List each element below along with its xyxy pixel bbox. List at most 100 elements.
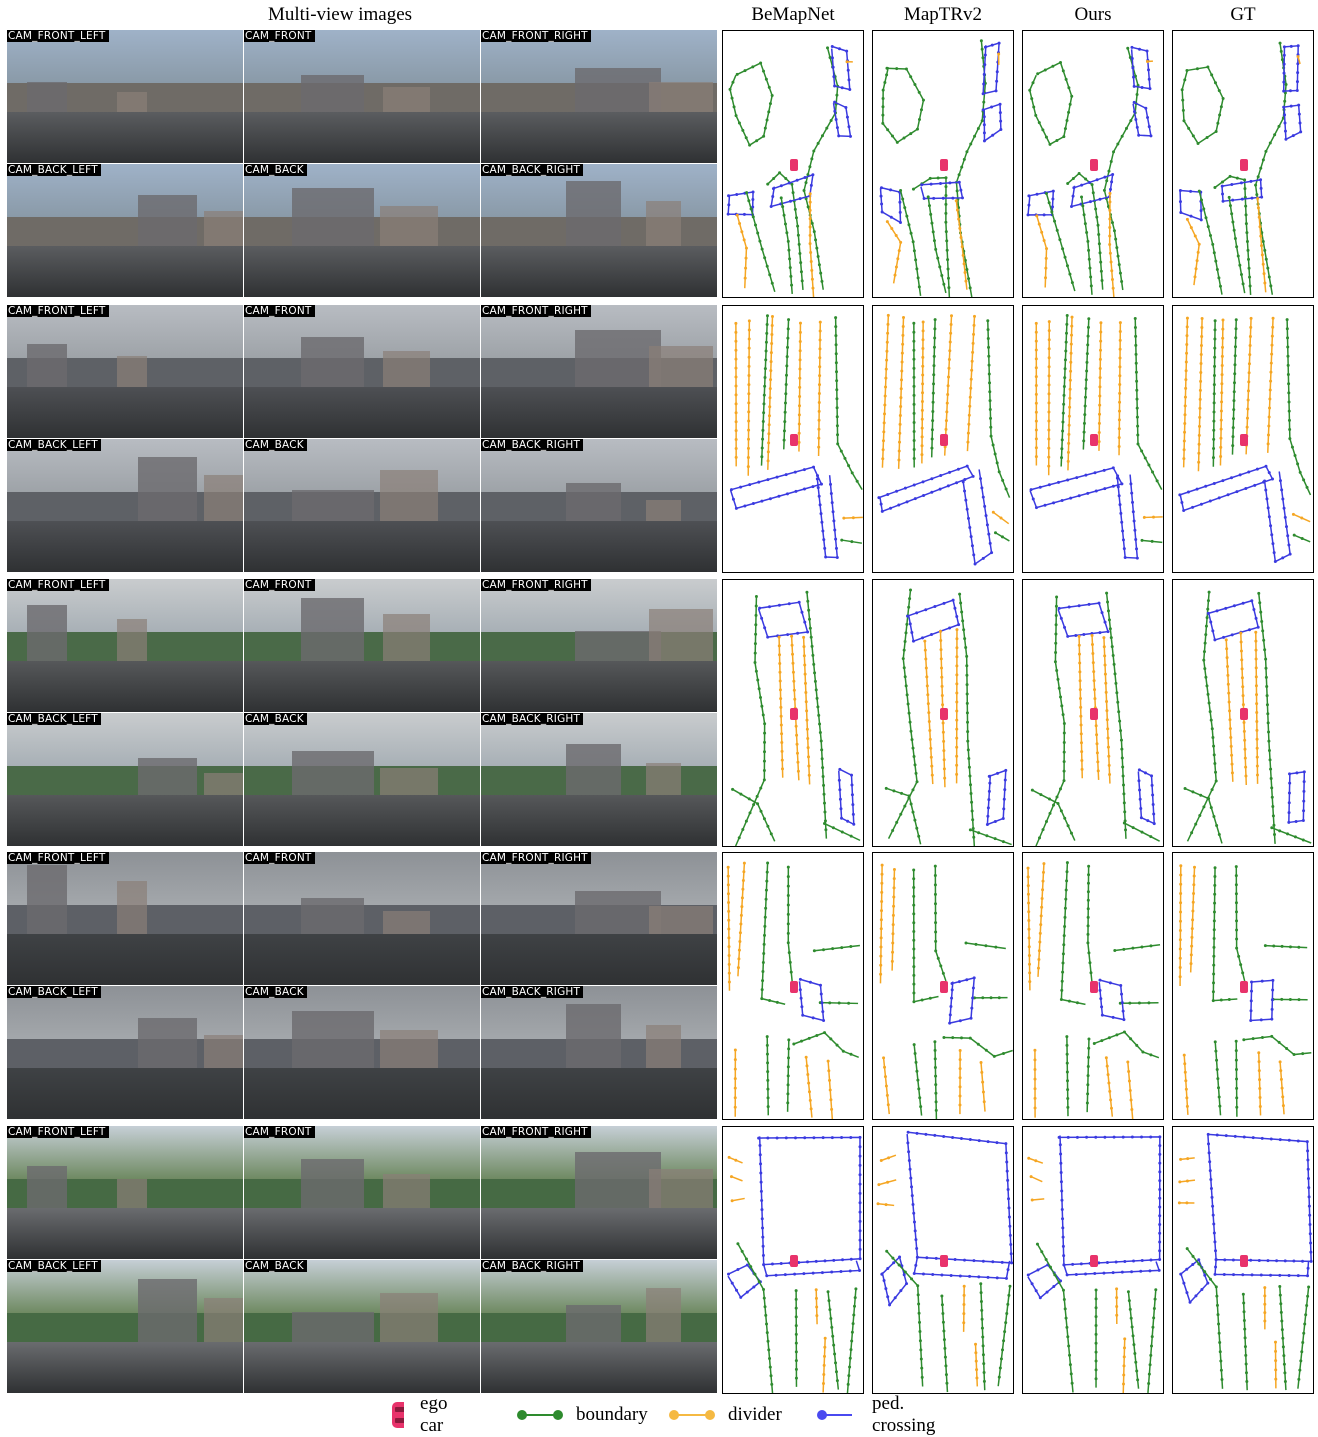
vertex-point — [1053, 220, 1056, 223]
vertex-point — [1235, 245, 1238, 248]
vertex-point — [1134, 326, 1137, 329]
vertex-point — [987, 328, 990, 331]
vertex-point — [1149, 1354, 1152, 1357]
vertex-point — [884, 395, 887, 398]
vertex-point — [1042, 880, 1045, 883]
vertex-point — [1263, 249, 1266, 252]
vertex-point — [912, 240, 915, 243]
vertex-point — [1134, 1361, 1137, 1364]
vertex-point — [1196, 259, 1199, 262]
vertex-point — [1099, 989, 1102, 992]
vertex-point — [1285, 525, 1288, 528]
vertex-point — [1006, 1179, 1009, 1182]
camera-image: CAM_FRONT_RIGHT — [481, 305, 717, 438]
vertex-point — [919, 1105, 922, 1108]
vertex-point — [1037, 1268, 1040, 1271]
vertex-point — [784, 223, 787, 226]
vertex-point — [912, 358, 915, 361]
vertex-point — [1081, 204, 1084, 207]
vertex-point — [1271, 998, 1274, 1001]
vertex-point — [1200, 353, 1203, 356]
vertex-point — [838, 768, 841, 771]
vertex-point — [1240, 649, 1243, 652]
vertex-point — [942, 731, 945, 734]
vertex-point — [940, 657, 943, 660]
vertex-point — [1105, 709, 1108, 712]
vertex-point — [759, 696, 762, 699]
vertex-point — [763, 256, 766, 259]
vertex-point — [794, 471, 797, 474]
vertex-point — [924, 608, 927, 611]
vertex-point — [795, 734, 798, 737]
vertex-point — [791, 653, 794, 656]
vertex-point — [1241, 971, 1244, 974]
vertex-point — [1274, 1378, 1277, 1381]
vertex-point — [812, 150, 815, 153]
vertex-point — [1070, 95, 1073, 98]
car-icon — [1240, 981, 1248, 993]
vertex-point — [1269, 142, 1272, 145]
vertex-point — [894, 1296, 897, 1299]
vertex-point — [1214, 866, 1217, 869]
vertex-point — [1263, 1294, 1266, 1297]
vertex-point — [1265, 676, 1268, 679]
vertex-point — [1060, 809, 1063, 812]
vertex-point — [1095, 1324, 1098, 1327]
vertex-point — [1034, 1078, 1037, 1081]
vertex-point — [950, 982, 953, 985]
vertex-point — [999, 103, 1002, 106]
vertex-point — [1183, 1062, 1186, 1065]
vertex-point — [799, 988, 802, 991]
vertex-point — [1122, 792, 1125, 795]
vertex-point — [955, 773, 958, 776]
map-panel — [872, 30, 1014, 298]
vertex-point — [889, 507, 892, 510]
vertex-point — [1211, 736, 1214, 739]
vertex-point — [1218, 89, 1221, 92]
vertex-point — [980, 1061, 983, 1064]
vertex-point — [1066, 182, 1069, 185]
vertex-point — [884, 377, 887, 380]
vertex-point — [816, 477, 819, 480]
vertex-point — [1105, 700, 1108, 703]
vertex-point — [1028, 945, 1031, 948]
vertex-point — [973, 315, 976, 318]
vertex-point — [1288, 772, 1291, 775]
vertex-point — [922, 99, 925, 102]
vertex-point — [1213, 365, 1216, 368]
vertex-point — [941, 1312, 944, 1315]
vertex-point — [734, 367, 737, 370]
vertex-point — [1185, 1291, 1188, 1294]
vertex-point — [1261, 1036, 1264, 1039]
vertex-point — [929, 177, 932, 180]
vertex-point — [728, 963, 731, 966]
vertex-point — [1035, 393, 1038, 396]
vertex-point — [732, 498, 735, 501]
vertex-point — [886, 1267, 889, 1270]
vertex-point — [795, 1324, 798, 1327]
camera-label: CAM_BACK_LEFT — [7, 986, 101, 998]
vertex-point — [1138, 1002, 1141, 1005]
vertex-point — [1082, 439, 1085, 442]
vertex-point — [944, 221, 947, 224]
vertex-point — [1125, 127, 1128, 130]
vertex-point — [792, 1042, 795, 1045]
vertex-point — [811, 287, 814, 290]
vertex-point — [1119, 339, 1122, 342]
vertex-point — [969, 1138, 972, 1141]
vertex-point — [1280, 998, 1283, 1001]
vertex-point — [929, 997, 932, 1000]
vertex-point — [955, 673, 958, 676]
vertex-point — [919, 1339, 922, 1342]
vertex-point — [922, 480, 925, 483]
vertex-point — [921, 1376, 924, 1379]
vertex-point — [764, 916, 767, 919]
vertex-point — [1117, 710, 1120, 713]
vertex-point — [1200, 209, 1203, 212]
vertex-point — [951, 197, 954, 200]
vertex-point — [1062, 403, 1065, 406]
vertex-point — [897, 504, 900, 507]
vertex-point — [792, 671, 795, 674]
vertex-point — [1118, 418, 1121, 421]
vertex-point — [821, 529, 824, 532]
